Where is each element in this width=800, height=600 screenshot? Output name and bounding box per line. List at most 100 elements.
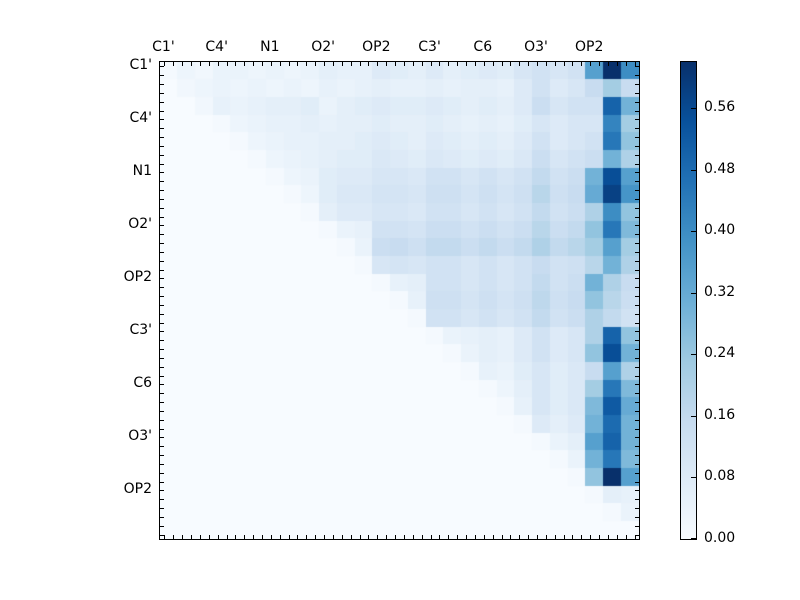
top-tick-mark <box>217 62 219 66</box>
bottom-tick-mark <box>634 535 636 539</box>
top-tick-mark <box>439 62 441 66</box>
colorbar-tick-label: 0.00 <box>704 530 736 546</box>
left-tick-mark <box>160 251 164 253</box>
left-tick-mark <box>160 410 164 412</box>
bottom-tick-mark <box>332 535 334 539</box>
top-tick-mark <box>199 62 201 66</box>
top-tick-mark <box>403 62 405 66</box>
left-tick-mark <box>160 508 164 510</box>
bottom-tick-mark <box>324 535 326 539</box>
left-tick-mark <box>160 172 164 174</box>
left-tick-mark <box>160 198 164 200</box>
colorbar-tick-label: 0.56 <box>704 99 736 116</box>
right-tick-mark <box>635 92 639 94</box>
bottom-tick-mark <box>599 535 601 539</box>
bottom-tick-mark <box>288 535 290 539</box>
left-tick-mark <box>160 499 164 501</box>
colorbar-tick-mark <box>691 169 696 171</box>
right-tick-mark <box>635 455 639 457</box>
top-tick-mark <box>430 62 432 66</box>
x-axis-label: OP2 <box>575 39 604 55</box>
top-tick-mark <box>616 62 618 66</box>
top-tick-mark <box>359 62 361 66</box>
colorbar-tick-label: 0.24 <box>704 345 736 362</box>
bottom-tick-mark <box>510 535 512 539</box>
right-tick-mark <box>635 349 639 351</box>
bottom-tick-mark <box>607 535 609 539</box>
top-tick-mark <box>288 62 290 66</box>
bottom-tick-mark <box>217 535 219 539</box>
right-tick-mark <box>635 234 639 236</box>
bottom-tick-mark <box>466 535 468 539</box>
top-tick-mark <box>421 62 423 66</box>
right-tick-mark <box>635 66 639 68</box>
right-tick-mark <box>635 499 639 501</box>
y-axis-label: C3' <box>129 322 152 339</box>
bottom-tick-mark <box>536 535 538 539</box>
x-axis-label: N1 <box>260 39 280 55</box>
left-tick-mark <box>160 66 164 68</box>
right-tick-mark <box>635 366 639 368</box>
colorbar-tick-mark <box>691 292 696 294</box>
left-tick-mark <box>160 216 164 218</box>
left-tick-mark <box>160 278 164 280</box>
bottom-tick-mark <box>368 535 370 539</box>
heatmap-canvas <box>160 62 639 539</box>
colorbar-tick-mark <box>691 108 696 110</box>
colorbar-tick-mark <box>691 477 696 479</box>
y-axis-label: OP2 <box>123 269 152 286</box>
left-tick-mark <box>160 154 164 156</box>
left-tick-mark <box>160 269 164 271</box>
top-tick-mark <box>324 62 326 66</box>
bottom-tick-mark <box>474 535 476 539</box>
right-tick-mark <box>635 84 639 86</box>
right-tick-mark <box>635 516 639 518</box>
bottom-tick-mark <box>164 535 166 539</box>
right-tick-mark <box>635 481 639 483</box>
left-tick-mark <box>160 119 164 121</box>
bottom-tick-mark <box>199 535 201 539</box>
right-tick-mark <box>635 198 639 200</box>
top-tick-mark <box>545 62 547 66</box>
left-tick-mark <box>160 101 164 103</box>
left-tick-mark <box>160 357 164 359</box>
top-tick-mark <box>235 62 237 66</box>
bottom-tick-mark <box>270 535 272 539</box>
bottom-tick-mark <box>403 535 405 539</box>
bottom-tick-mark <box>412 535 414 539</box>
right-tick-mark <box>635 296 639 298</box>
bottom-tick-mark <box>616 535 618 539</box>
y-axis-label: N1 <box>132 163 152 180</box>
top-tick-mark <box>634 62 636 66</box>
bottom-tick-mark <box>350 535 352 539</box>
bottom-tick-mark <box>448 535 450 539</box>
x-axis-label: C4' <box>205 39 228 55</box>
left-tick-mark <box>160 534 164 536</box>
bottom-tick-mark <box>492 535 494 539</box>
top-tick-mark <box>173 62 175 66</box>
bottom-tick-mark <box>297 535 299 539</box>
bottom-tick-mark <box>519 535 521 539</box>
right-tick-mark <box>635 340 639 342</box>
x-axis-label: OP2 <box>362 39 391 55</box>
x-axis-label: O2' <box>311 39 335 55</box>
left-tick-mark <box>160 313 164 315</box>
top-tick-mark <box>253 62 255 66</box>
bottom-tick-mark <box>528 535 530 539</box>
top-tick-mark <box>332 62 334 66</box>
left-tick-mark <box>160 393 164 395</box>
colorbar-tick-label: 0.40 <box>704 222 736 239</box>
right-tick-mark <box>635 163 639 165</box>
right-tick-mark <box>635 225 639 227</box>
left-tick-mark <box>160 163 164 165</box>
left-tick-mark <box>160 207 164 209</box>
top-tick-mark <box>350 62 352 66</box>
left-tick-mark <box>160 260 164 262</box>
right-tick-mark <box>635 490 639 492</box>
bottom-tick-mark <box>590 535 592 539</box>
bottom-tick-mark <box>182 535 184 539</box>
right-tick-mark <box>635 243 639 245</box>
bottom-tick-mark <box>501 535 503 539</box>
top-tick-mark <box>395 62 397 66</box>
top-tick-mark <box>572 62 574 66</box>
